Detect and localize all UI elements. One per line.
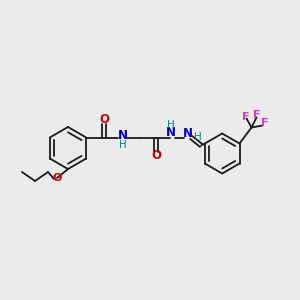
Text: N: N [118, 129, 128, 142]
Text: F: F [253, 110, 260, 119]
Text: F: F [261, 118, 268, 128]
Text: N: N [183, 127, 193, 140]
Text: N: N [166, 126, 176, 139]
Text: H: H [119, 140, 127, 149]
Text: H: H [167, 119, 175, 130]
Text: O: O [52, 173, 62, 183]
Text: O: O [99, 113, 109, 126]
Text: F: F [242, 112, 249, 122]
Text: O: O [151, 149, 161, 162]
Text: H: H [194, 133, 202, 142]
